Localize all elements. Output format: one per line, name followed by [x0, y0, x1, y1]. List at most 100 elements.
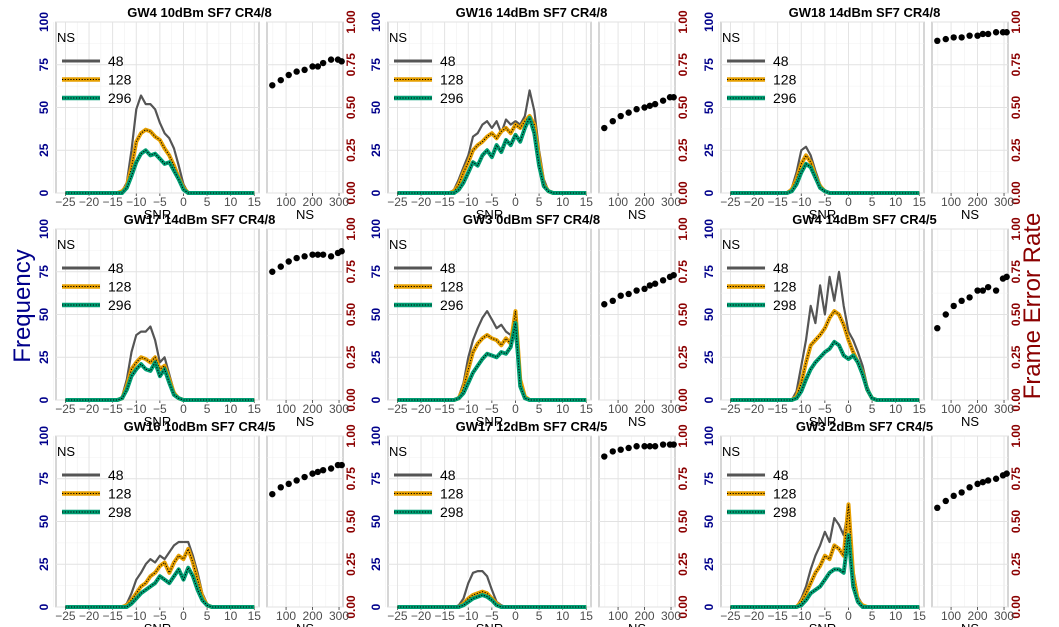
x-tick-label: −15: [102, 609, 123, 623]
y-tick-label: 100: [702, 426, 716, 446]
panel-title: GW3 0dBm SF7 CR4/8: [463, 212, 600, 227]
fer-point: [309, 470, 316, 477]
y-tick-label: 25: [702, 557, 716, 571]
x-tick-label: −25: [387, 402, 408, 416]
fer-point: [950, 302, 957, 310]
legend-label: 296: [108, 90, 132, 106]
x-tick-label: −15: [767, 402, 788, 416]
fer-x-tick-label: 100: [608, 195, 628, 209]
fer-point: [646, 102, 654, 109]
fer-y-tick-label: 0.00: [344, 388, 358, 412]
x-tick-label: −5: [818, 609, 832, 623]
x-tick-label: −15: [102, 195, 123, 209]
fer-x-tick-label: 300: [661, 609, 681, 623]
fer-y-tick-label: 0.00: [1009, 388, 1023, 412]
legend-label: 296: [440, 297, 464, 313]
fer-y-tick-label: 0.00: [676, 181, 690, 205]
y-tick-label: 75: [702, 265, 716, 279]
fer-point: [285, 480, 292, 488]
fer-point: [319, 251, 327, 258]
fer-y-tick-label: 0.75: [344, 260, 358, 284]
series-line-ns128: [397, 311, 587, 401]
y-tick-label: 100: [37, 219, 51, 239]
x-tick-label: 10: [224, 402, 238, 416]
fer-point: [974, 480, 981, 488]
panel-8: GW17 12dBm SF7 CR4/5 −25 −20 −15 −10 −5 0 5 10 15…: [369, 419, 690, 627]
fer-point: [942, 497, 949, 505]
fer-point: [992, 287, 1000, 294]
fer-y-tick-label: 0.50: [676, 95, 690, 119]
y-tick-label: 25: [369, 350, 383, 364]
fer-point: [314, 468, 322, 476]
fer-point: [992, 29, 1000, 36]
fer-point: [974, 32, 981, 39]
x-tick-label: −10: [791, 402, 812, 416]
series-line-ns296: [397, 323, 587, 401]
legend-label: 298: [773, 297, 797, 313]
fer-x-axis-title: NS: [296, 414, 314, 429]
fer-x-axis-title: NS: [628, 207, 646, 222]
fer-y-tick-label: 0.25: [676, 138, 690, 162]
legend-label: 48: [108, 467, 124, 483]
legend-title: NS: [722, 237, 740, 252]
fer-point: [670, 441, 677, 448]
y-tick-label: 75: [37, 265, 51, 279]
y-tick-label: 25: [702, 350, 716, 364]
legend-label: 48: [108, 260, 124, 276]
fer-point: [958, 34, 965, 41]
fer-point: [625, 444, 632, 452]
fer-y-tick-label: 0.00: [1009, 181, 1023, 205]
fer-x-tick-label: 200: [968, 402, 988, 416]
fer-point: [609, 448, 616, 455]
legend-label: 128: [773, 279, 797, 295]
y-tick-label: 25: [702, 143, 716, 157]
panel-title: GW17 12dBm SF7 CR4/5: [456, 419, 608, 434]
fer-point: [633, 287, 640, 294]
fer-y-tick-label: 0.25: [1009, 552, 1023, 576]
y-tick-label: 25: [37, 557, 51, 571]
fer-y-tick-label: 1.00: [676, 217, 690, 241]
y-tick-label: 0: [37, 189, 51, 196]
legend-title: NS: [389, 30, 407, 45]
x-tick-label: −20: [411, 402, 432, 416]
fer-x-tick-label: 300: [994, 609, 1014, 623]
x-tick-label: −20: [79, 195, 100, 209]
fer-point: [327, 253, 335, 260]
legend-label: 128: [773, 486, 797, 502]
x-tick-label: −20: [411, 609, 432, 623]
legend-label: 48: [440, 467, 456, 483]
fer-x-tick-label: 300: [329, 195, 349, 209]
x-tick-label: −10: [126, 609, 147, 623]
series-line-ns296: [397, 116, 587, 194]
series-line-ns296: [730, 163, 920, 194]
fer-y-tick-label: 0.50: [676, 302, 690, 326]
fer-point: [651, 280, 659, 287]
panel-title: GW16 14dBm SF7 CR4/8: [456, 5, 608, 20]
fer-point: [601, 301, 608, 308]
x-tick-label: −25: [720, 609, 741, 623]
y-tick-label: 50: [369, 515, 383, 529]
fer-x-tick-label: 200: [968, 195, 988, 209]
y-tick-label: 25: [37, 350, 51, 364]
fer-point: [285, 258, 292, 265]
fer-x-tick-label: 200: [635, 609, 655, 623]
y-tick-label: 25: [37, 143, 51, 157]
fer-point: [979, 287, 987, 294]
x-tick-label: 15: [248, 609, 262, 623]
fer-point: [659, 277, 667, 284]
panel-title: GW3 2dBm SF7 CR4/5: [796, 419, 933, 434]
y-tick-label: 50: [37, 101, 51, 115]
legend-label: 48: [440, 260, 456, 276]
legend-label: 128: [108, 486, 132, 502]
fer-y-tick-label: 0.75: [676, 260, 690, 284]
x-tick-label: −5: [818, 402, 832, 416]
fer-x-axis-title: NS: [296, 621, 314, 627]
fer-point: [338, 461, 345, 469]
fer-y-tick-label: 0.00: [344, 181, 358, 205]
y-tick-label: 100: [369, 426, 383, 446]
fer-y-tick-label: 0.50: [1009, 95, 1023, 119]
x-tick-label: 10: [889, 609, 903, 623]
x-tick-label: 5: [204, 195, 211, 209]
fer-x-tick-label: 200: [303, 195, 323, 209]
x-tick-label: −25: [720, 402, 741, 416]
